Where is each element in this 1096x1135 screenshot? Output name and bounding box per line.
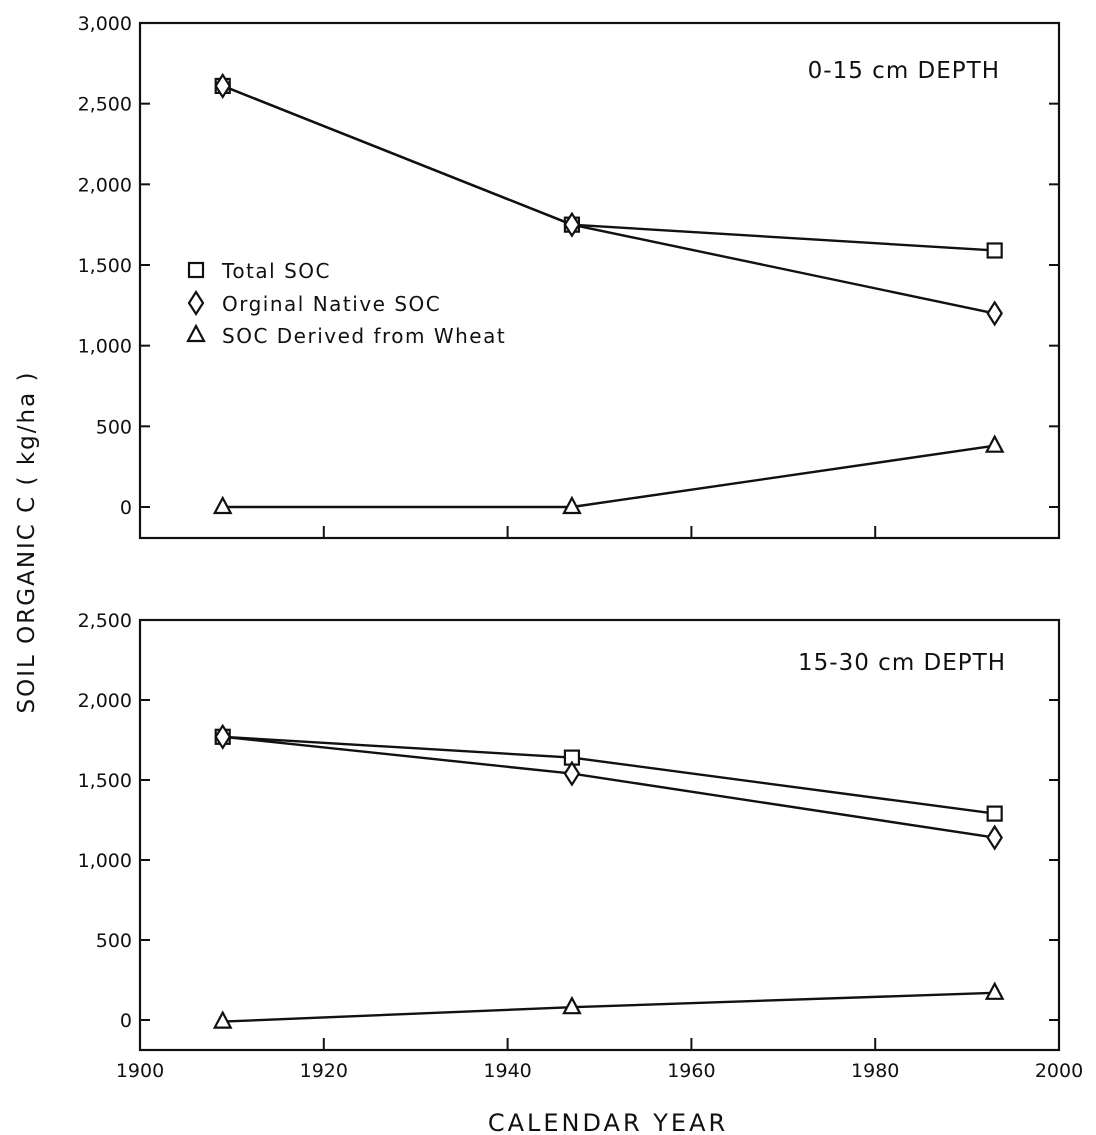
plot-frame	[138, 21, 1061, 540]
point-orginal-native-soc-1909	[214, 72, 232, 99]
point-orginal-native-soc-1909	[214, 723, 232, 750]
legend-label-total-soc: Total SOC	[221, 259, 331, 283]
point-soc-derived-from-wheat-1947	[562, 995, 582, 1015]
series-line-orginal-native-soc	[222, 84, 995, 315]
y-tick-label: 500	[96, 930, 132, 952]
y-tick-label: 3,000	[78, 13, 132, 35]
x-tick-label: 1940	[483, 1060, 531, 1082]
series-line-total-soc	[222, 84, 995, 252]
series-line-soc-derived-from-wheat	[222, 444, 995, 509]
x-tick-label: 1980	[851, 1060, 899, 1082]
panel-bottom-15-30cm: 0 500 1,000 1,500 2,000 2,500 1900 1920 1940 1960…	[78, 610, 1084, 1082]
point-soc-derived-from-wheat-1947	[562, 495, 582, 515]
point-soc-derived-from-wheat-1993	[984, 434, 1005, 453]
point-orginal-native-soc-1947	[563, 760, 581, 787]
point-total-soc-1993	[986, 805, 1003, 822]
legend-marker-orginal-native-soc	[187, 289, 205, 317]
series-line-soc-derived-from-wheat	[222, 991, 995, 1023]
point-orginal-native-soc-1993	[986, 300, 1003, 327]
y-tick-label: 500	[96, 416, 132, 438]
x-tick-label: 1960	[667, 1060, 715, 1082]
legend-label-soc-derived-from-wheat: SOC Derived from Wheat	[222, 324, 506, 348]
y-axis-label: SOIL ORGANIC C ( kg/ha )	[14, 371, 40, 714]
x-axis-label: CALENDAR YEAR	[488, 1109, 728, 1135]
point-orginal-native-soc-1993	[986, 824, 1003, 851]
y-tick-label: 2,000	[78, 174, 132, 196]
y-tick-label: 0	[120, 1010, 132, 1032]
legend-marker-soc-derived-from-wheat	[186, 323, 206, 343]
y-tick-label: 2,500	[78, 610, 132, 632]
x-tick-label: 2000	[1035, 1060, 1083, 1082]
y-tick-label: 1,000	[78, 850, 132, 872]
y-tick-label: 2,500	[78, 94, 132, 116]
panel-top-0-15cm: 0 500 1,000 1,500 2,000 2,500 3,000 0-15 cm DEP…	[78, 13, 1061, 540]
y-tick-label: 2,000	[78, 690, 132, 712]
y-tick-label: 1,000	[78, 336, 132, 358]
legend-label-orginal-native-soc: Orginal Native SOC	[222, 292, 441, 316]
point-soc-derived-from-wheat-1909	[212, 1010, 233, 1029]
legend-marker-total-soc	[187, 261, 205, 279]
point-total-soc-1993	[986, 242, 1003, 259]
legend: Total SOC Orginal Native SOC SOC Derived f…	[186, 259, 506, 348]
point-soc-derived-from-wheat-1909	[212, 495, 233, 515]
x-tick-label: 1900	[116, 1060, 164, 1082]
panel-label: 0-15 cm DEPTH	[808, 58, 1000, 84]
point-orginal-native-soc-1947	[563, 211, 581, 238]
x-tick-label: 1920	[300, 1060, 348, 1082]
y-tick-label: 1,500	[78, 255, 132, 277]
series-line-orginal-native-soc	[222, 735, 995, 839]
plot-frame	[138, 618, 1061, 1052]
panel-label: 15-30 cm DEPTH	[798, 650, 1006, 676]
y-tick-label: 1,500	[78, 770, 132, 792]
y-tick-label: 0	[120, 497, 132, 519]
point-soc-derived-from-wheat-1993	[984, 981, 1005, 1000]
